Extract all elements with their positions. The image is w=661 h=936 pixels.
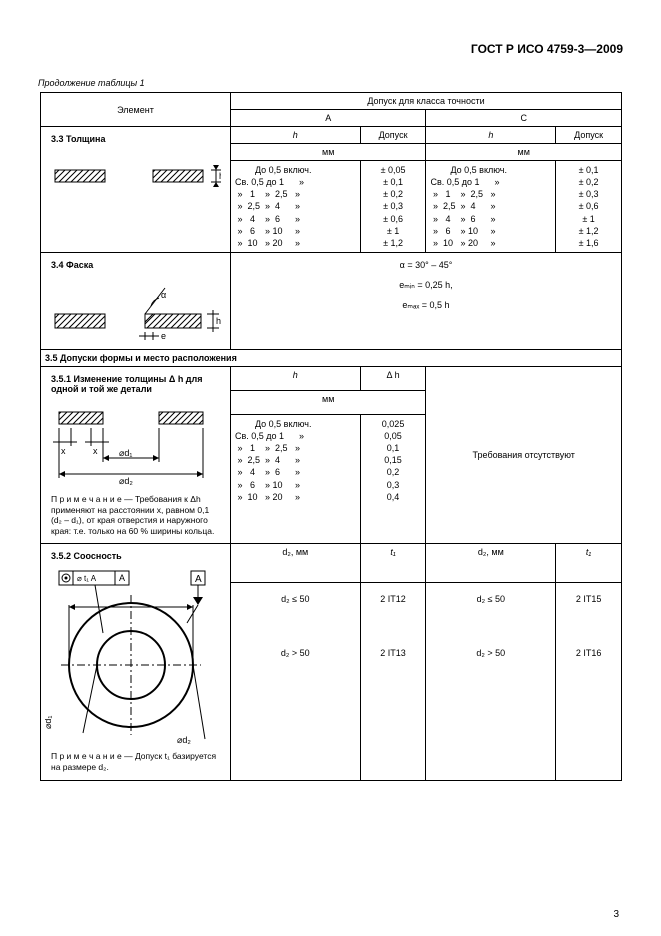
fig-thickness: h <box>45 148 221 208</box>
s352-d2-c: d₂, мм <box>426 544 556 582</box>
svg-text:α: α <box>161 290 166 300</box>
hdr-class-c: C <box>426 110 622 127</box>
s33-tol-c: ± 0,1 ± 0,2 ± 0,3 ± 0,6 ± 1 ± 1,2 ± 1,6 <box>556 161 622 253</box>
svg-text:h: h <box>219 171 221 181</box>
svg-text:⌀d₂: ⌀d₂ <box>119 476 133 486</box>
fig-chamfer: α e h <box>45 274 221 344</box>
s33-dop-c: Допуск <box>556 127 622 144</box>
fig-delta-h: x x ⌀d₁ <box>45 398 221 488</box>
s352-A-d2: d₂ ≤ 50 d₂ > 50 <box>230 582 360 780</box>
s33-dop-a: Допуск <box>360 127 426 144</box>
s35-title: 3.5 Допуски формы и место расположения <box>41 349 622 366</box>
s352-title: 3.5.2 Соосность <box>45 547 226 565</box>
s351-class-c: Требования отсутствуют <box>426 366 622 544</box>
svg-text:h: h <box>216 316 221 326</box>
s352-d2-a: d₂, мм <box>230 544 360 582</box>
hdr-class-a: A <box>230 110 426 127</box>
svg-text:e: e <box>161 331 166 341</box>
s33-mm-a: мм <box>230 144 426 161</box>
s34-emax: eₘₐₓ = 0,5 h <box>235 296 617 316</box>
s352-C-d2: d₂ ≤ 50 d₂ > 50 <box>426 582 556 780</box>
s351-dh: Δ h <box>360 366 426 390</box>
s34-alpha: α = 30° – 45° <box>235 256 617 276</box>
hdr-element: Элемент <box>41 93 231 127</box>
s33-cell: 3.3 Толщина h <box>41 127 231 253</box>
table-caption: Продолжение таблицы 1 <box>38 78 145 88</box>
hdr-tol: Допуск для класса точности <box>230 93 621 110</box>
s351-note: П р и м е ч а н и е — Требования к Δh пр… <box>45 490 226 541</box>
s33-ranges-a: До 0,5 включ. Св. 0,5 до 1 » » 1 » 2,5 »… <box>230 161 360 253</box>
s33-h-a: h <box>230 127 360 144</box>
svg-text:A: A <box>119 573 125 583</box>
s351-ranges: До 0,5 включ. Св. 0,5 до 1 » » 1 » 2,5 »… <box>230 414 360 544</box>
s34-emin: eₘᵢₙ = 0,25 h, <box>235 276 617 296</box>
s351-title: 3.5.1 Изменение толщины Δ h для одной и … <box>45 370 226 398</box>
s34-cell: 3.4 Фаска α e <box>41 252 231 349</box>
s33-ranges-c: До 0,5 включ. Св. 0,5 до 1 » » 1 » 2,5 »… <box>426 161 556 253</box>
fig-coax: ⌀ t₁ A A A ⌀d₁ <box>45 565 221 745</box>
s351-dh-vals: 0,025 0,05 0,1 0,15 0,2 0,3 0,4 <box>360 414 426 544</box>
page-number: 3 <box>613 909 619 920</box>
s352-C-t1: 2 IT15 2 IT16 <box>556 582 622 780</box>
doc-number: ГОСТ Р ИСО 4759-3—2009 <box>471 42 623 56</box>
svg-text:x: x <box>61 446 66 456</box>
svg-text:A: A <box>195 574 202 585</box>
s352-t1-a: t₁ <box>360 544 426 582</box>
s351-mm: мм <box>230 390 426 414</box>
s33-title: 3.3 Толщина <box>45 130 226 148</box>
s351-h: h <box>230 366 360 390</box>
s33-mm-c: мм <box>426 144 622 161</box>
s33-tol-a: ± 0,05 ± 0,1 ± 0,2 ± 0,3 ± 0,6 ± 1 ± 1,2 <box>360 161 426 253</box>
main-table: Элемент Допуск для класса точности A C 3… <box>40 92 622 781</box>
s352-note: П р и м е ч а н и е — Допуск t₁ базирует… <box>45 747 226 776</box>
svg-text:x: x <box>93 446 98 456</box>
s33-h-c: h <box>426 127 556 144</box>
s351-cell: 3.5.1 Изменение толщины Δ h для одной и … <box>41 366 231 544</box>
s352-t1-c: t₁ <box>556 544 622 582</box>
svg-text:⌀d₂: ⌀d₂ <box>177 735 191 745</box>
s34-title: 3.4 Фаска <box>45 256 226 274</box>
s352-A-t1: 2 IT12 2 IT13 <box>360 582 426 780</box>
s34-formulas: α = 30° – 45° eₘᵢₙ = 0,25 h, eₘₐₓ = 0,5 … <box>230 252 621 349</box>
s352-cell: 3.5.2 Соосность ⌀ t₁ A A A <box>41 544 231 780</box>
svg-text:⌀ t₁ A: ⌀ t₁ A <box>77 574 97 583</box>
svg-text:⌀d₁: ⌀d₁ <box>119 448 132 458</box>
svg-text:⌀d₁: ⌀d₁ <box>45 716 53 729</box>
